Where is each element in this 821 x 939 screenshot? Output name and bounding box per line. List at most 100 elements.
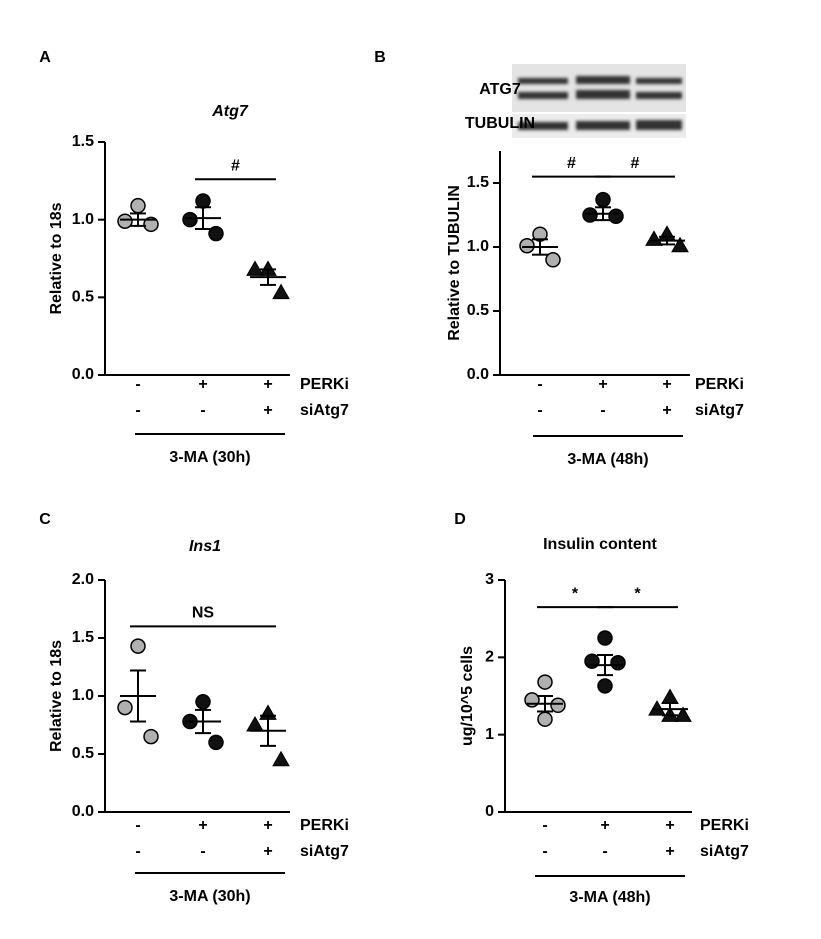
y-tick-label: 1.5 xyxy=(72,629,94,646)
data-point xyxy=(537,674,553,690)
condition-sign: - xyxy=(542,843,547,860)
condition-sign: - xyxy=(537,402,542,419)
blot-background xyxy=(512,64,686,112)
y-axis-label: Relative to 18s xyxy=(48,202,65,314)
panel-letter: D xyxy=(454,511,466,528)
condition-sign: + xyxy=(198,817,207,834)
data-point xyxy=(674,706,692,722)
blot-band xyxy=(576,121,630,130)
data-point xyxy=(661,688,679,705)
data-point xyxy=(645,230,663,246)
blot-label: ATG7 xyxy=(479,81,521,98)
condition-sign: - xyxy=(135,817,140,834)
condition-sign: + xyxy=(263,402,272,419)
data-point xyxy=(272,750,290,767)
condition-name: siAtg7 xyxy=(700,843,749,860)
data-point xyxy=(143,728,159,745)
condition-sign: - xyxy=(135,376,140,393)
condition-sign: + xyxy=(263,843,272,860)
y-tick-label: 0.0 xyxy=(72,803,94,820)
y-axis-label: Relative to 18s xyxy=(48,640,65,752)
blot-label: TUBULIN xyxy=(465,115,535,132)
data-point xyxy=(130,638,146,654)
condition-name: PERKi xyxy=(700,817,749,834)
blot-band xyxy=(636,120,682,130)
panel-title: Ins1 xyxy=(189,538,221,555)
condition-name: PERKi xyxy=(695,376,744,393)
panel-letter: C xyxy=(39,511,51,528)
data-point xyxy=(597,630,613,646)
condition-sign: - xyxy=(537,376,542,393)
panel-title: Insulin content xyxy=(543,536,657,553)
data-point xyxy=(537,711,553,727)
condition-sign: + xyxy=(198,376,207,393)
blot-band xyxy=(576,76,630,84)
data-point xyxy=(671,236,689,253)
blot-band xyxy=(636,78,682,84)
y-axis-label: ug/10^5 cells xyxy=(459,646,476,746)
significance-label: * xyxy=(634,585,641,602)
condition-name: siAtg7 xyxy=(695,402,744,419)
y-tick-label: 1 xyxy=(485,726,494,743)
data-point xyxy=(195,193,211,209)
data-point xyxy=(246,260,264,276)
y-tick-label: 1.5 xyxy=(467,174,489,191)
western-blot xyxy=(512,64,686,138)
treatment-label: 3-MA (48h) xyxy=(567,451,648,468)
data-point xyxy=(595,191,611,208)
y-tick-label: 2.0 xyxy=(72,571,94,588)
y-tick-label: 0.0 xyxy=(467,366,489,383)
condition-sign: + xyxy=(665,843,674,860)
condition-name: PERKi xyxy=(300,376,349,393)
condition-sign: - xyxy=(135,402,140,419)
condition-sign: + xyxy=(600,817,609,834)
significance-label: NS xyxy=(192,605,215,622)
y-tick-label: 2 xyxy=(485,649,494,666)
condition-name: siAtg7 xyxy=(300,843,349,860)
condition-sign: - xyxy=(200,843,205,860)
significance-label: * xyxy=(572,585,579,602)
data-point xyxy=(582,207,598,223)
data-point xyxy=(143,216,159,233)
condition-sign: + xyxy=(665,817,674,834)
y-tick-label: 3 xyxy=(485,571,494,588)
condition-sign: - xyxy=(542,817,547,834)
condition-sign: + xyxy=(598,376,607,393)
condition-sign: + xyxy=(263,817,272,834)
data-point xyxy=(608,208,624,225)
y-tick-label: 1.5 xyxy=(72,133,94,150)
significance-label: # xyxy=(631,155,640,172)
blot-band xyxy=(636,92,682,99)
data-point xyxy=(130,197,146,214)
y-tick-label: 0 xyxy=(485,803,494,820)
y-tick-label: 0.5 xyxy=(72,289,94,306)
condition-sign: - xyxy=(200,402,205,419)
treatment-label: 3-MA (30h) xyxy=(169,449,250,466)
blot-band xyxy=(518,92,568,99)
data-point xyxy=(550,697,566,714)
data-point xyxy=(117,699,133,716)
y-tick-label: 1.0 xyxy=(467,238,489,255)
data-point xyxy=(545,252,561,268)
y-tick-label: 0.5 xyxy=(72,745,94,762)
data-point xyxy=(208,225,224,242)
data-point xyxy=(519,237,535,254)
blot-band xyxy=(518,122,568,130)
data-point xyxy=(272,283,290,300)
y-tick-label: 1.0 xyxy=(72,211,94,228)
y-tick-label: 0.5 xyxy=(467,302,489,319)
panel-title: Atg7 xyxy=(211,103,249,120)
data-point xyxy=(584,653,600,669)
condition-name: PERKi xyxy=(300,817,349,834)
data-point xyxy=(597,678,613,694)
data-point xyxy=(208,734,224,751)
data-point xyxy=(524,692,540,708)
condition-sign: - xyxy=(600,402,605,419)
condition-sign: - xyxy=(602,843,607,860)
condition-sign: + xyxy=(662,376,671,393)
data-point xyxy=(117,213,133,229)
significance-label: # xyxy=(231,157,240,174)
y-tick-label: 0.0 xyxy=(72,366,94,383)
panel-letter: B xyxy=(374,49,386,66)
